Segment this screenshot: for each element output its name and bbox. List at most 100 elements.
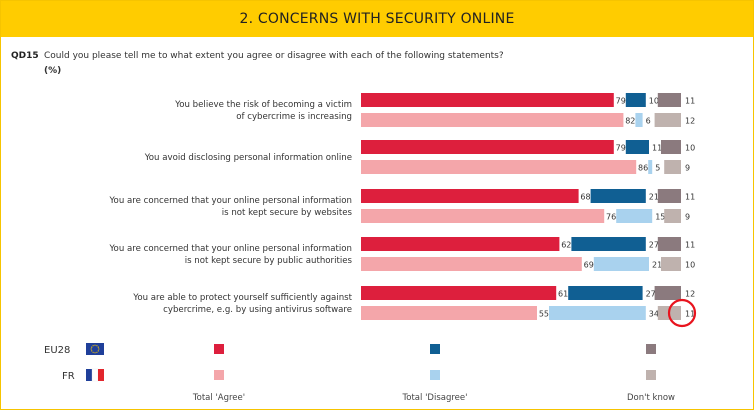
legend-swatch-eu28-dont-know bbox=[646, 344, 656, 354]
legend-swatch-eu28-disagree bbox=[430, 344, 440, 354]
bar-eu28-dont-know bbox=[657, 237, 681, 251]
bar-fr-disagree bbox=[635, 113, 643, 127]
section-header: 2. CONCERNS WITH SECURITY ONLINE bbox=[1, 1, 753, 37]
statement-label: You are concerned that your online perso… bbox=[108, 196, 352, 206]
eu-flag-star bbox=[91, 346, 93, 348]
statement-label: is not kept secure by public authorities bbox=[185, 256, 353, 266]
eu-flag-star bbox=[96, 345, 98, 347]
bar-eu28-dont-know bbox=[654, 286, 681, 300]
bar-eu28-disagree bbox=[625, 140, 649, 154]
highlight-circle bbox=[667, 298, 697, 328]
bar-fr-disagree bbox=[648, 160, 653, 174]
bar-fr-agree bbox=[361, 306, 537, 320]
bar-fr-disagree bbox=[549, 306, 646, 320]
legend-fr-label: FR bbox=[62, 371, 75, 382]
data-label: 27 bbox=[649, 241, 659, 250]
legend-swatch-fr-agree bbox=[214, 370, 224, 380]
bar-eu28-disagree bbox=[571, 237, 646, 251]
fr-flag-icon bbox=[91, 368, 99, 382]
data-label: 11 bbox=[685, 97, 695, 106]
data-label: 86 bbox=[638, 164, 648, 173]
bar-fr-dont-know bbox=[661, 257, 681, 271]
data-label: 61 bbox=[558, 290, 568, 299]
data-label: 11 bbox=[685, 241, 695, 250]
fr-flag-icon bbox=[86, 369, 92, 381]
section-title: 2. CONCERNS WITH SECURITY ONLINE bbox=[239, 11, 515, 27]
data-label: 79 bbox=[616, 144, 626, 153]
data-label: 68 bbox=[580, 193, 590, 202]
data-label: 12 bbox=[685, 117, 695, 126]
data-label: 11 bbox=[685, 193, 695, 202]
data-label: 12 bbox=[685, 290, 695, 299]
data-label: 11 bbox=[685, 310, 695, 319]
data-label: 11 bbox=[652, 144, 662, 153]
eu-flag-star bbox=[94, 352, 96, 354]
eu-flag-star bbox=[94, 344, 96, 346]
data-label: 76 bbox=[606, 213, 616, 222]
legend-label-agree: Total 'Agree' bbox=[192, 393, 245, 403]
data-label: 10 bbox=[685, 144, 695, 153]
bar-fr-disagree bbox=[616, 209, 653, 223]
data-label: 15 bbox=[655, 213, 665, 222]
legend-swatch-fr-disagree bbox=[430, 370, 440, 380]
eu-flag-icon bbox=[86, 343, 104, 355]
bar-fr-agree bbox=[361, 160, 637, 174]
question-text: Could you please tell me to what extent … bbox=[44, 51, 504, 61]
data-label: 21 bbox=[652, 261, 662, 270]
bar-eu28-agree bbox=[361, 140, 614, 154]
statement-label: of cybercrime is increasing bbox=[236, 112, 352, 122]
bar-eu28-agree bbox=[361, 286, 557, 300]
bar-fr-dont-know bbox=[664, 209, 681, 223]
bar-eu28-dont-know bbox=[657, 93, 681, 107]
question-unit: (%) bbox=[44, 66, 62, 76]
legend-swatch-fr-dont-know bbox=[646, 370, 656, 380]
data-label: 82 bbox=[625, 117, 635, 126]
eu-flag-star bbox=[97, 350, 99, 352]
statement-label: cybercrime, e.g. by using antivirus soft… bbox=[163, 305, 352, 315]
statement-label: You believe the risk of becoming a victi… bbox=[174, 100, 352, 110]
eu-flag-star bbox=[92, 351, 94, 353]
data-label: 10 bbox=[685, 261, 695, 270]
bar-eu28-agree bbox=[361, 93, 614, 107]
bar-fr-agree bbox=[361, 209, 605, 223]
data-label: 10 bbox=[649, 97, 659, 106]
legend-eu28-label: EU28 bbox=[44, 345, 70, 356]
data-label: 5 bbox=[655, 164, 660, 173]
data-label: 79 bbox=[616, 97, 626, 106]
eu-flag-star bbox=[96, 351, 98, 353]
statement-label: You are concerned that your online perso… bbox=[108, 244, 352, 254]
legend-label-disagree: Total 'Disagree' bbox=[402, 393, 468, 403]
bar-fr-dont-know bbox=[664, 160, 681, 174]
eu-flag-star bbox=[98, 348, 100, 350]
bar-eu28-agree bbox=[361, 189, 579, 203]
statement-label: is not kept secure by websites bbox=[222, 208, 353, 218]
bar-eu28-agree bbox=[361, 237, 560, 251]
data-label: 6 bbox=[646, 117, 651, 126]
eu-flag-star bbox=[97, 346, 99, 348]
question-code: QD15 bbox=[11, 51, 39, 61]
data-label: 34 bbox=[649, 310, 659, 319]
legend-swatch-eu28-agree bbox=[214, 344, 224, 354]
bar-eu28-disagree bbox=[625, 93, 646, 107]
bar-fr-agree bbox=[361, 113, 624, 127]
data-label: 21 bbox=[649, 193, 659, 202]
statement-label: You are able to protect yourself suffici… bbox=[132, 293, 352, 303]
bar-fr-agree bbox=[361, 257, 582, 271]
bar-eu28-disagree bbox=[568, 286, 643, 300]
fr-flag-icon bbox=[98, 369, 104, 381]
data-label: 69 bbox=[584, 261, 594, 270]
data-label: 55 bbox=[539, 310, 549, 319]
bar-eu28-dont-know bbox=[661, 140, 681, 154]
eu-flag-star bbox=[92, 345, 94, 347]
bar-fr-disagree bbox=[593, 257, 649, 271]
bar-eu28-disagree bbox=[590, 189, 646, 203]
data-label: 9 bbox=[685, 164, 690, 173]
bar-fr-dont-know bbox=[654, 113, 681, 127]
legend-label-dont-know: Don't know bbox=[627, 393, 675, 403]
statement-label: You avoid disclosing personal informatio… bbox=[144, 153, 352, 163]
eu-flag-star bbox=[90, 348, 92, 350]
data-label: 62 bbox=[561, 241, 571, 250]
eu-flag-star bbox=[91, 350, 93, 352]
